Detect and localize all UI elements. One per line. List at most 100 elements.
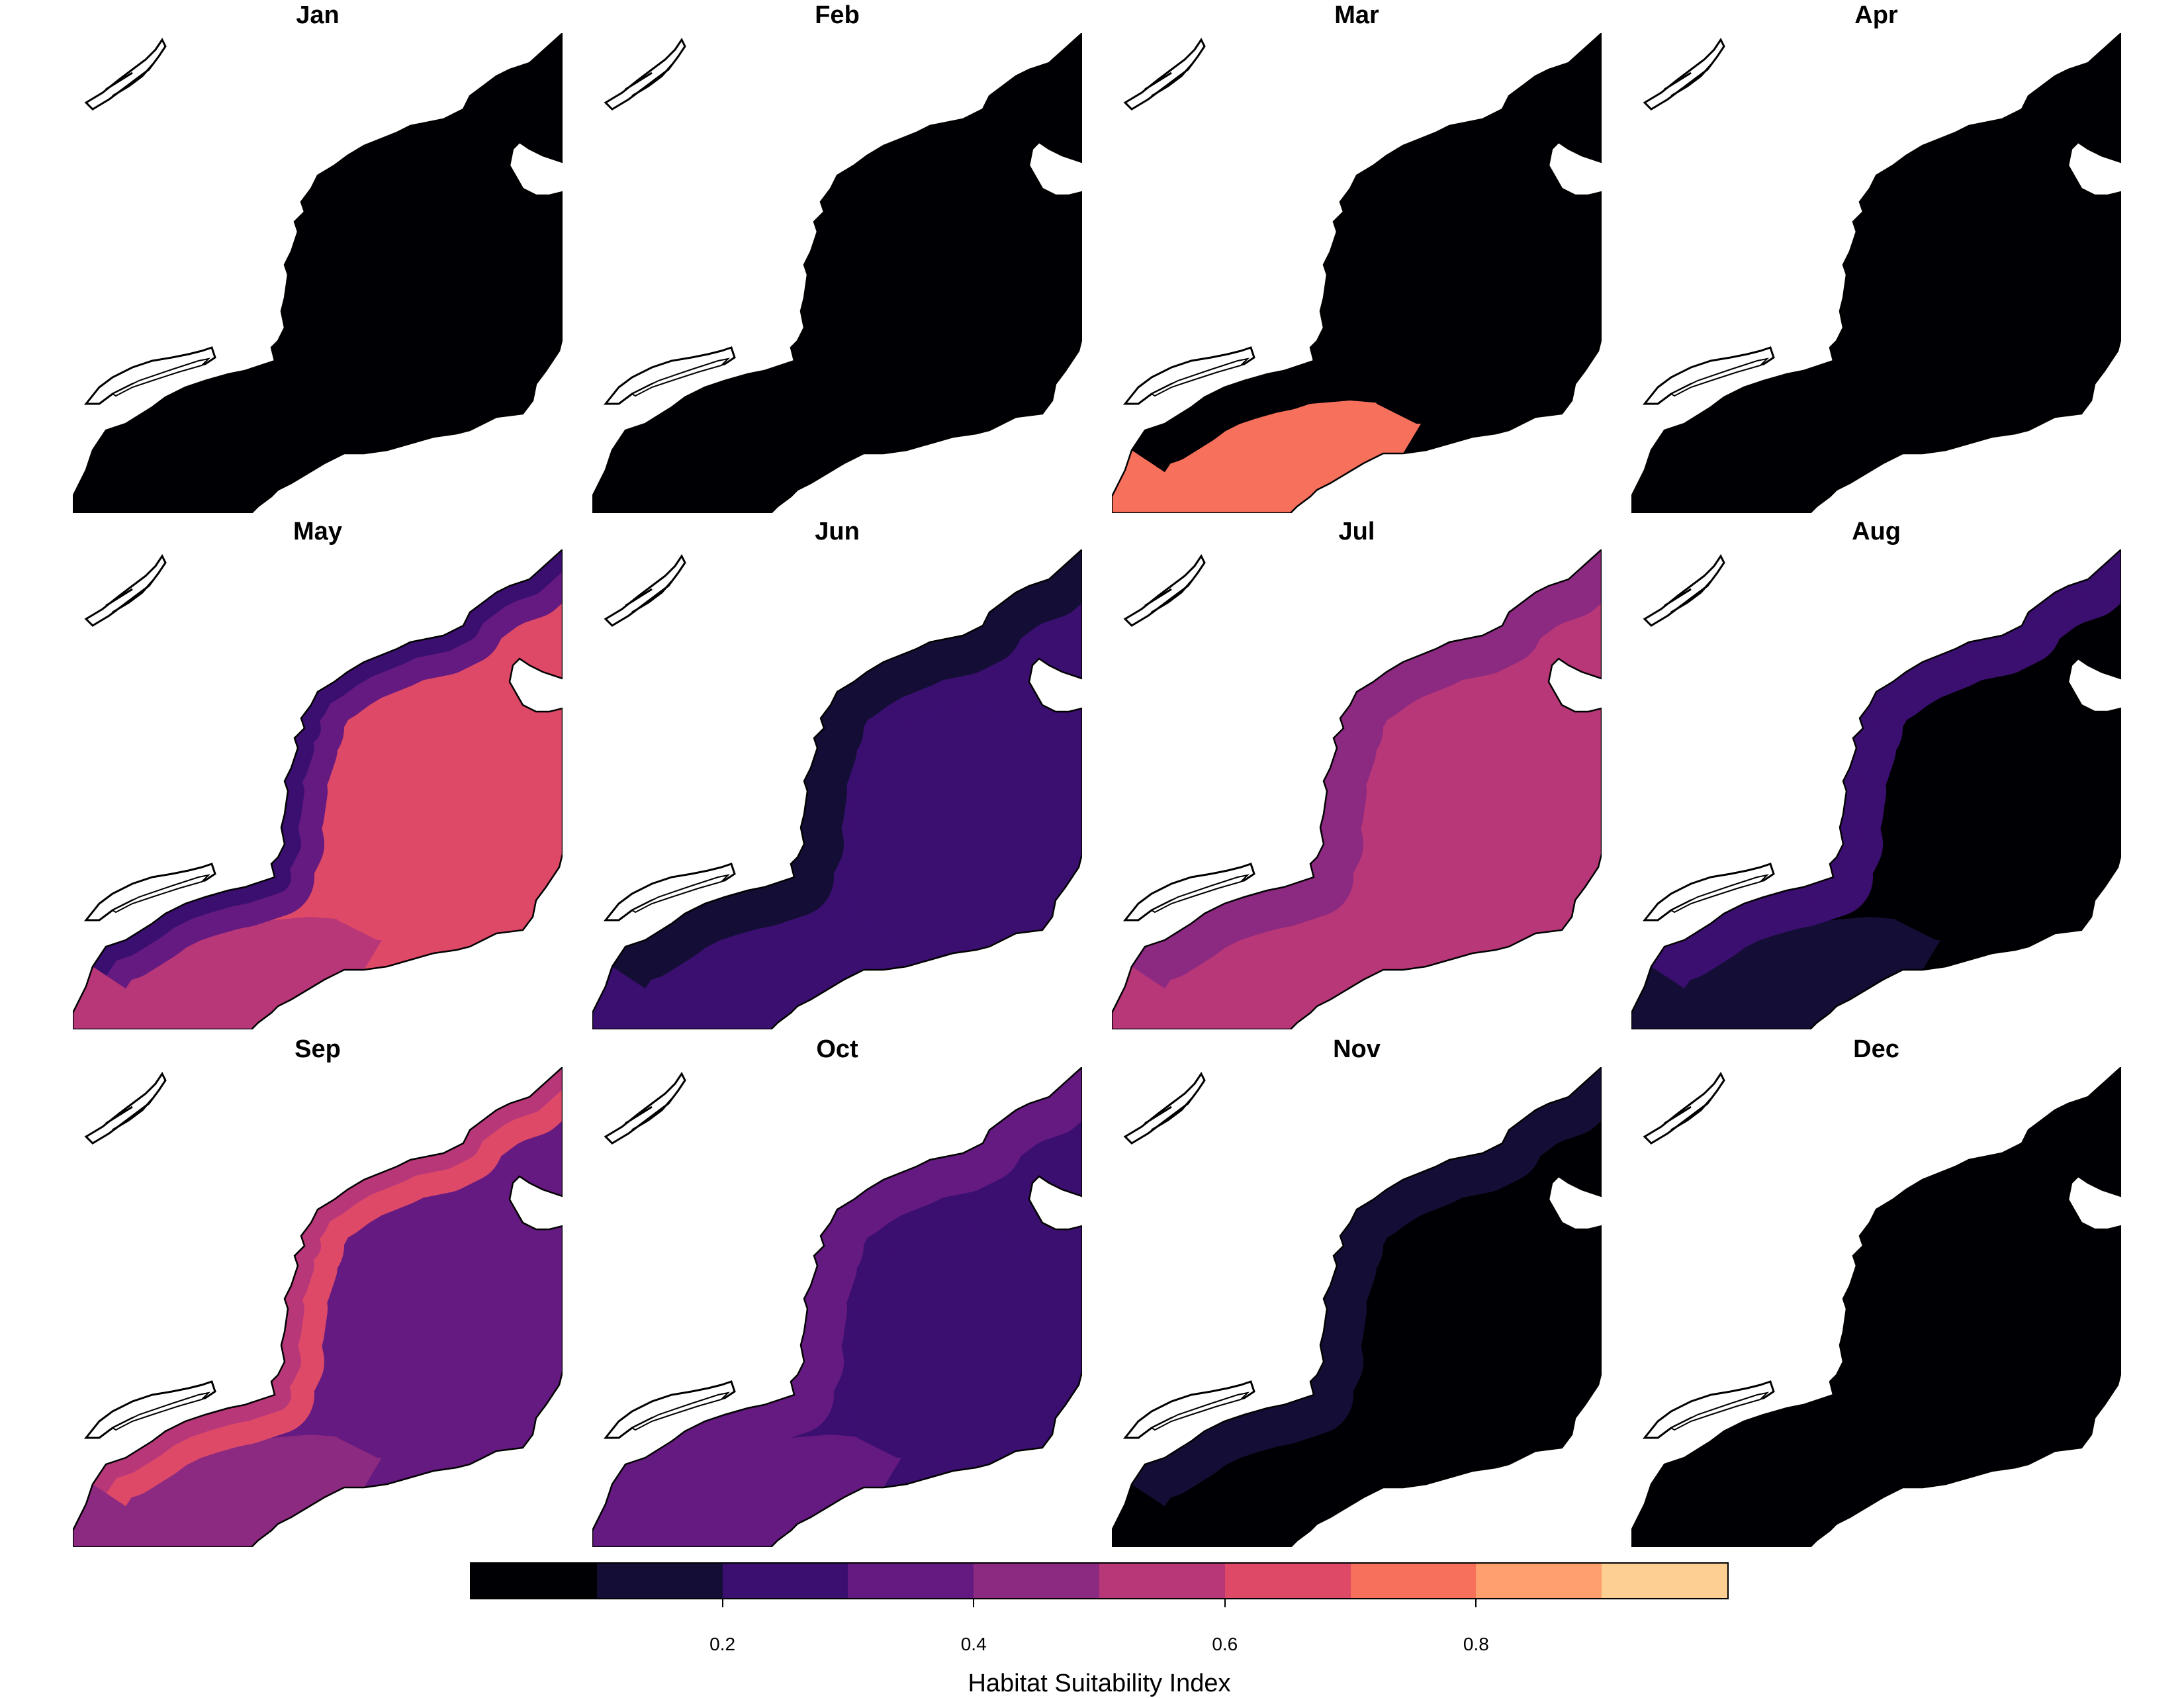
colorbar-title: Habitat Suitability Index	[968, 1670, 1231, 1697]
map-panel-sep: Sep	[73, 1034, 563, 1550]
colorbar-bin	[722, 1564, 848, 1598]
hsi-basin-zone	[324, 192, 563, 424]
habitat-map	[592, 1067, 1082, 1547]
panel-title: Nov	[1333, 1035, 1381, 1063]
map-panel-jul: Jul	[1112, 516, 1602, 1033]
hsi-southwest-zone	[1112, 401, 1423, 513]
hsi-southwest-zone	[73, 1435, 384, 1547]
hsi-basin-zone	[844, 1226, 1082, 1458]
coastline-outline	[592, 33, 1082, 513]
coastline-outline	[1631, 33, 2121, 513]
colorbar-tick-label: 0.2	[709, 1634, 736, 1654]
panel-title: Mar	[1334, 1, 1379, 29]
hsi-southwest-zone	[592, 401, 903, 513]
hsi-basin-zone	[844, 192, 1082, 424]
colorbar-bin	[471, 1564, 597, 1598]
sound-outline	[630, 874, 731, 914]
colorbar-tick	[1224, 1598, 1226, 1607]
estuary-outline	[1123, 38, 1206, 111]
colorbar-tick	[1475, 1598, 1477, 1607]
hsi-southwest-zone	[592, 1435, 903, 1547]
map-panel-jun: Jun	[592, 516, 1082, 1033]
estuary-outline	[84, 1072, 167, 1145]
colorbar-bin	[1350, 1564, 1477, 1598]
habitat-map	[592, 549, 1082, 1029]
colorbar-bin	[596, 1564, 723, 1598]
map-panel-feb: Feb	[592, 0, 1082, 516]
sound-outline	[630, 357, 731, 397]
panel-title: Jan	[296, 1, 340, 29]
colorbar-tick-label: 0.6	[1212, 1634, 1238, 1654]
sound-outline	[1669, 1391, 1770, 1431]
hsi-basin-zone	[1363, 708, 1602, 940]
hsi-southwest-zone	[73, 917, 384, 1029]
sound-outline	[630, 1391, 731, 1431]
estuary-outline	[1123, 554, 1206, 627]
map-panel-mar: Mar	[1112, 0, 1602, 516]
habitat-map	[1112, 33, 1602, 513]
coastline-outline	[1112, 549, 1602, 1029]
sound-outline	[111, 357, 211, 397]
estuary-outline	[84, 554, 167, 627]
colorbar-bin	[974, 1564, 1099, 1598]
hsi-basin-zone	[1363, 192, 1602, 424]
colorbar-tick	[973, 1598, 975, 1607]
coastline-outline	[592, 549, 1082, 1029]
panel-title: Sep	[295, 1035, 341, 1063]
panel-title: Jul	[1338, 518, 1375, 545]
habitat-map	[1112, 549, 1602, 1029]
map-panel-jan: Jan	[73, 0, 563, 516]
sound-outline	[111, 874, 211, 914]
panel-title: Dec	[1853, 1035, 1899, 1063]
coastline-outline	[1631, 1067, 2121, 1547]
panel-title: Feb	[815, 1, 860, 29]
coastline-outline	[592, 1067, 1082, 1547]
estuary-outline	[604, 554, 686, 627]
sound-outline	[1150, 1391, 1250, 1431]
hsi-southwest-zone	[1631, 917, 1942, 1029]
colorbar-tick-label: 0.4	[960, 1634, 987, 1654]
panel-title: Apr	[1854, 1, 1898, 29]
panel-title: Oct	[816, 1035, 858, 1063]
estuary-outline	[1123, 1072, 1206, 1145]
estuary-outline	[604, 38, 686, 111]
panel-title: May	[293, 518, 342, 545]
map-panel-oct: Oct	[592, 1034, 1082, 1550]
estuary-outline	[604, 1072, 686, 1145]
map-panel-aug: Aug	[1631, 516, 2121, 1033]
hsi-basin-zone	[1363, 1226, 1602, 1458]
hsi-basin-zone	[324, 1226, 563, 1458]
estuary-outline	[1643, 1072, 1725, 1145]
colorbar-tick	[721, 1598, 723, 1607]
sound-outline	[1150, 357, 1250, 397]
hsi-basin-zone	[1883, 192, 2121, 424]
hsi-basin-zone	[1883, 1226, 2121, 1458]
map-panel-may: May	[73, 516, 563, 1033]
coastline-outline	[73, 549, 563, 1029]
colorbar-bin	[1476, 1564, 1602, 1598]
estuary-outline	[1643, 38, 1725, 111]
habitat-map	[73, 33, 563, 513]
hsi-basin-zone	[1883, 708, 2121, 940]
hsi-basin-zone	[844, 708, 1082, 940]
habitat-map	[73, 549, 563, 1029]
hsi-southwest-zone	[1631, 401, 1942, 513]
estuary-outline	[84, 38, 167, 111]
sound-outline	[1150, 874, 1250, 914]
sound-outline	[1669, 357, 1770, 397]
habitat-map	[1631, 33, 2121, 513]
hsi-basin-zone	[324, 708, 563, 940]
colorbar-bin	[848, 1564, 974, 1598]
coastline-outline	[1631, 549, 2121, 1029]
hsi-southwest-zone	[1112, 917, 1423, 1029]
coastline-outline	[1112, 1067, 1602, 1547]
map-panel-nov: Nov	[1112, 1034, 1602, 1550]
colorbar-tick-label: 0.8	[1463, 1634, 1489, 1654]
panel-title: Jun	[815, 518, 860, 545]
hsi-southwest-zone	[592, 917, 903, 1029]
estuary-outline	[1643, 554, 1725, 627]
hsi-southwest-zone	[1112, 1435, 1423, 1547]
sound-outline	[1669, 874, 1770, 914]
colorbar	[470, 1562, 1729, 1599]
hsi-southwest-zone	[1631, 1435, 1942, 1547]
